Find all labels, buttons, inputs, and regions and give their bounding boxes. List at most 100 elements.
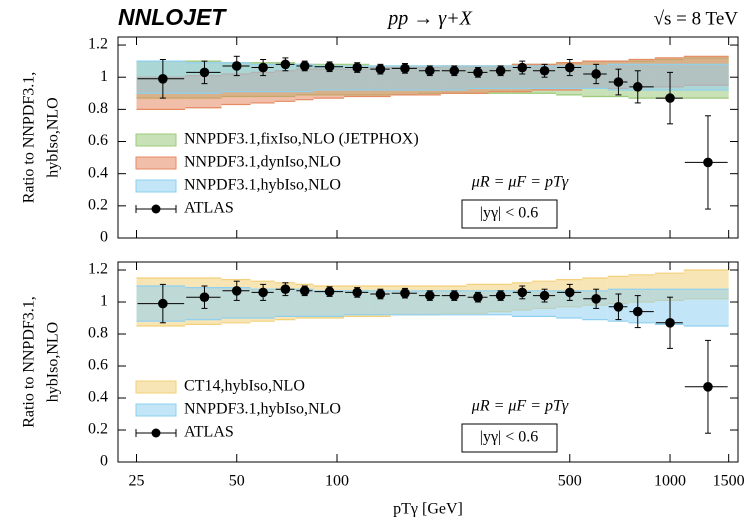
x-tick-label: 50	[229, 473, 245, 490]
energy: √s = 8 TeV	[654, 8, 739, 29]
legend-swatch	[135, 403, 177, 417]
band	[185, 287, 222, 320]
data-point	[665, 93, 675, 103]
data-point	[632, 82, 643, 92]
annotation: |yγ| < 0.6	[480, 429, 539, 446]
band	[628, 289, 655, 323]
legend-swatch	[151, 204, 161, 214]
band	[274, 64, 296, 92]
data-point	[613, 77, 624, 87]
y-axis-label: hybIso,NLO	[45, 97, 62, 177]
legend-label: CT14,hybIso,NLO	[184, 378, 305, 395]
legend-swatch	[135, 179, 177, 193]
data-point	[703, 382, 713, 392]
data-point	[231, 61, 242, 71]
annotation-box	[461, 199, 558, 229]
band	[654, 64, 684, 91]
x-tick-label: 1500	[713, 473, 745, 490]
y-tick-label: 1	[100, 293, 108, 310]
data-point	[449, 65, 460, 76]
data-point	[425, 65, 435, 76]
data-point	[375, 64, 386, 74]
data-point	[324, 286, 335, 297]
band	[511, 65, 532, 89]
y-tick-label: 0.6	[88, 357, 108, 374]
band	[295, 289, 314, 317]
x-tick-label: 1000	[654, 473, 686, 490]
y-tick-label: 1.2	[88, 36, 108, 53]
data-point	[591, 69, 601, 79]
data-point	[258, 287, 268, 298]
plot-frame	[117, 36, 739, 239]
band	[683, 289, 729, 326]
data-point	[591, 294, 601, 304]
band	[511, 290, 532, 317]
annotation: μR = μF = pTγ	[471, 174, 569, 191]
x-tick-label: 25	[128, 473, 144, 490]
plot-frame	[117, 261, 739, 463]
y-tick-label: 0.4	[88, 389, 108, 406]
data-point	[199, 67, 210, 78]
y-tick-label: 0.6	[88, 132, 108, 149]
legend-swatch	[135, 380, 177, 394]
legend-swatch	[135, 133, 177, 147]
legend-label: NNPDF3.1,hybIso,NLO	[184, 177, 341, 194]
data-point	[473, 67, 483, 78]
annotation: |yγ| < 0.6	[480, 205, 539, 222]
data-point	[539, 290, 550, 301]
data-point	[703, 157, 713, 168]
data-point	[199, 292, 210, 303]
legend-swatch	[151, 428, 161, 438]
y-axis-label: hybIso,NLO	[45, 322, 62, 402]
data-point	[400, 288, 410, 299]
data-point	[449, 290, 460, 301]
data-point	[352, 287, 363, 298]
data-point	[517, 287, 528, 298]
band	[556, 65, 583, 89]
y-tick-label: 0.8	[88, 100, 108, 117]
process: pp → γ+X	[386, 8, 472, 30]
band	[369, 65, 391, 91]
data-point	[539, 65, 550, 76]
y-tick-label: 0	[100, 229, 108, 246]
y-tick-label: 0.8	[88, 325, 108, 342]
y-tick-label: 1	[100, 68, 108, 85]
data-point	[665, 318, 675, 328]
y-tick-label: 0.2	[88, 421, 108, 438]
data-point	[473, 292, 483, 303]
y-axis-label: Ratio to NNPDF3.1,	[21, 296, 38, 428]
legend-label: NNPDF3.1,fixIso,NLO (JETPHOX)	[184, 131, 419, 148]
x-axis-label: pTγ [GeV]	[393, 501, 463, 518]
band	[488, 290, 512, 315]
data-point	[613, 302, 624, 312]
band	[488, 65, 512, 89]
y-tick-label: 0	[100, 453, 108, 470]
band	[295, 64, 314, 92]
y-tick-label: 1.2	[88, 261, 108, 278]
data-point	[632, 306, 643, 317]
data-point	[400, 63, 410, 74]
data-point	[299, 286, 310, 296]
band	[417, 65, 441, 91]
band	[417, 290, 441, 315]
annotation-box	[461, 423, 558, 453]
data-point	[517, 62, 528, 73]
data-point	[495, 65, 506, 76]
data-point	[231, 286, 242, 296]
y-tick-label: 0.4	[88, 164, 108, 181]
data-point	[352, 62, 363, 73]
logo: NNLOJET	[118, 4, 227, 30]
legend-label: NNPDF3.1,dynIso,NLO	[184, 154, 341, 171]
y-axis-label: Ratio to NNPDF3.1,	[21, 72, 38, 204]
y-tick-label: 0.2	[88, 197, 108, 214]
band	[369, 290, 391, 315]
data-point	[564, 287, 575, 298]
annotation: μR = μF = pTγ	[471, 398, 569, 415]
legend-swatch	[135, 156, 177, 170]
data-point	[280, 284, 291, 295]
data-point	[375, 289, 386, 299]
band	[274, 289, 296, 317]
data-point	[158, 74, 168, 84]
data-point	[299, 61, 310, 71]
